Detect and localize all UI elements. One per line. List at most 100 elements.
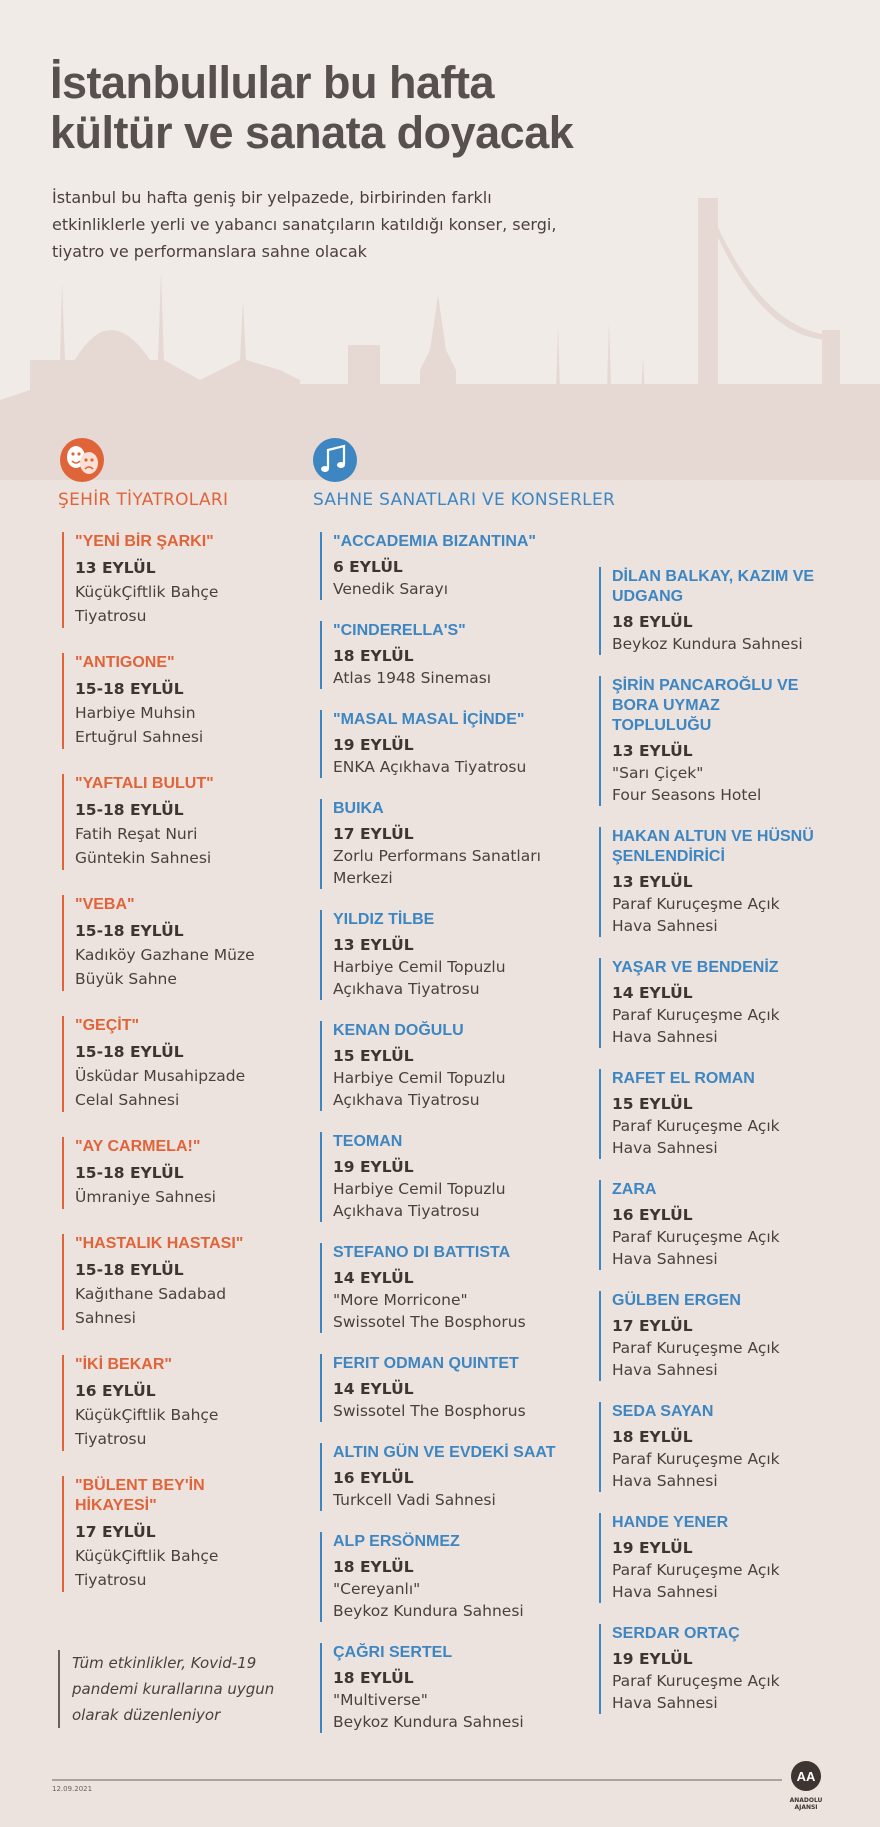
event-venue: Beykoz Kundura Sahnesi [333, 1713, 524, 1731]
event-name: DİLAN BALKAY, KAZIM VE UDGANG [612, 567, 814, 607]
event-date: 19 EYLÜL [333, 1158, 414, 1176]
event-item: TEOMAN 19 EYLÜL Harbiye Cemil Topuzlu Açıkh… [320, 1132, 556, 1222]
event-name: "BÜLENT BEY'İN HİKAYESİ" [75, 1476, 255, 1516]
event-item: ÇAĞRI SERTEL 18 EYLÜL "Multiverse" Beykoz K… [320, 1643, 556, 1733]
event-item: YAŞAR VE BENDENİZ 14 EYLÜL Paraf Kuruçeşme… [599, 958, 814, 1048]
event-date: 18 EYLÜL [612, 1428, 693, 1446]
event-name-line: DİLAN BALKAY, KAZIM VE [612, 568, 815, 585]
event-venue: Hava Sahnesi [612, 1472, 718, 1490]
event-venue: Paraf Kuruçeşme Açık [612, 1561, 780, 1579]
agency-name: ANADOLU AJANSI [789, 1797, 823, 1811]
event-name-line: SERDAR ORTAÇ [612, 1625, 740, 1642]
subtitle-line: İstanbul bu hafta geniş bir yelpazede, b… [52, 188, 492, 207]
event-date: 15-18 EYLÜL [75, 1164, 184, 1182]
event-date: 13 EYLÜL [333, 936, 414, 954]
event-venue: "Sarı Çiçek" [612, 764, 704, 782]
event-item: "GEÇİT" 15-18 EYLÜL Üsküdar Musahipzade Cel… [62, 1016, 255, 1112]
event-name-line: ÇAĞRI SERTEL [333, 1644, 453, 1661]
event-name: YAŞAR VE BENDENİZ [612, 958, 814, 978]
event-date: 15-18 EYLÜL [75, 922, 184, 940]
event-venue: Tiyatrosu [75, 1571, 147, 1589]
event-venue: Turkcell Vadi Sahnesi [333, 1491, 496, 1509]
event-venue: Hava Sahnesi [612, 1361, 718, 1379]
event-venue: KüçükÇiftlik Bahçe [75, 1406, 219, 1424]
event-item: "ANTIGONE" 15-18 EYLÜL Harbiye Muhsin Ertuğ… [62, 653, 255, 749]
event-name: "CINDERELLA'S" [333, 621, 556, 641]
event-name: HAKAN ALTUN VE HÜSNÜ ŞENLENDİRİCİ [612, 827, 814, 867]
event-name: STEFANO DI BATTISTA [333, 1243, 556, 1263]
event-name: "AY CARMELA!" [75, 1137, 255, 1157]
event-name-line: HANDE YENER [612, 1514, 729, 1531]
section-header: SAHNE SANATLARI VE KONSERLER [313, 490, 616, 510]
event-date: 17 EYLÜL [612, 1317, 693, 1335]
logo-text: AA [797, 1769, 816, 1784]
event-item: "HASTALIK HASTASI" 15-18 EYLÜL Kağıthane S… [62, 1234, 255, 1330]
note-line: olarak düzenleniyor [72, 1706, 221, 1724]
event-name: GÜLBEN ERGEN [612, 1291, 814, 1311]
event-venue: Hava Sahnesi [612, 1250, 718, 1268]
event-date: 13 EYLÜL [75, 559, 156, 577]
event-venue: ENKA Açıkhava Tiyatrosu [333, 758, 527, 776]
event-item: RAFET EL ROMAN 15 EYLÜL Paraf Kuruçeşme Aç… [599, 1069, 814, 1159]
event-item: ŞİRİN PANCAROĞLU VE BORA UYMAZ TOPLULUĞU 13… [599, 676, 814, 806]
event-venue: Büyük Sahne [75, 970, 177, 988]
event-item: SEDA SAYAN 18 EYLÜL Paraf Kuruçeşme Açık Ha… [599, 1402, 814, 1492]
event-venue: Paraf Kuruçeşme Açık [612, 895, 780, 913]
event-name: TEOMAN [333, 1132, 556, 1152]
event-name: "YAFTALI BULUT" [75, 774, 255, 794]
event-item: "İKİ BEKAR" 16 EYLÜL KüçükÇiftlik Bahçe Tiy… [62, 1355, 255, 1451]
event-name: KENAN DOĞULU [333, 1021, 556, 1041]
event-item: "MASAL MASAL İÇİNDE" 19 EYLÜL ENKA Açıkhav… [320, 710, 556, 778]
event-venue: Sahnesi [75, 1309, 136, 1327]
event-venue: Beykoz Kundura Sahnesi [333, 1602, 524, 1620]
event-item: "YAFTALI BULUT" 15-18 EYLÜL Fatih Reşat Nu… [62, 774, 255, 870]
event-item: "BÜLENT BEY'İN HİKAYESİ" 17 EYLÜL KüçükÇift… [62, 1476, 255, 1592]
event-date: 17 EYLÜL [75, 1523, 156, 1541]
event-name: "YENİ BİR ŞARKI" [75, 532, 255, 552]
event-name: "ANTIGONE" [75, 653, 255, 673]
event-name: "VEBA" [75, 895, 255, 915]
event-name: ALP ERSÖNMEZ [333, 1532, 556, 1552]
footer-date: 12.09.2021 [52, 1785, 93, 1793]
music-icon [313, 438, 357, 482]
event-name-line: YAŞAR VE BENDENİZ [612, 959, 779, 976]
event-name-line: YILDIZ TİLBE [333, 911, 435, 928]
event-venue: Swissotel The Bosphorus [333, 1313, 526, 1331]
event-name-line: GÜLBEN ERGEN [612, 1292, 741, 1309]
event-name-line: "VEBA" [75, 896, 135, 913]
event-venue: Tiyatrosu [75, 1430, 147, 1448]
note: Tüm etkinlikler, Kovid-19 pandemi kuralla… [58, 1650, 274, 1728]
event-name: "MASAL MASAL İÇİNDE" [333, 710, 556, 730]
event-venue: Four Seasons Hotel [612, 786, 762, 804]
event-date: 16 EYLÜL [75, 1382, 156, 1400]
event-name-line: SEDA SAYAN [612, 1403, 714, 1420]
event-venue: Atlas 1948 Sineması [333, 669, 492, 687]
event-list: DİLAN BALKAY, KAZIM VE UDGANG 18 EYLÜL Beyk… [599, 567, 814, 1714]
event-date: 14 EYLÜL [333, 1380, 414, 1398]
event-name: ÇAĞRI SERTEL [333, 1643, 556, 1663]
event-item: "ACCADEMIA BIZANTINA" 6 EYLÜL Venedik Sara… [320, 532, 556, 600]
theatre-icon [60, 438, 104, 482]
event-item: STEFANO DI BATTISTA 14 EYLÜL "More Morrico… [320, 1243, 556, 1333]
title-line: İstanbullular bu hafta [50, 57, 495, 108]
event-date: 16 EYLÜL [333, 1469, 414, 1487]
event-name-line: "HASTALIK HASTASI" [75, 1235, 244, 1252]
event-date: 14 EYLÜL [612, 984, 693, 1002]
event-venue: Kağıthane Sadabad [75, 1285, 227, 1303]
event-venue: Paraf Kuruçeşme Açık [612, 1339, 780, 1357]
event-name-line: ALP ERSÖNMEZ [333, 1533, 460, 1550]
event-venue: Hava Sahnesi [612, 1583, 718, 1601]
event-name-line: "BÜLENT BEY'İN [75, 1477, 205, 1494]
event-venue: Güntekin Sahnesi [75, 849, 212, 867]
event-item: HANDE YENER 19 EYLÜL Paraf Kuruçeşme Açık H… [599, 1513, 814, 1603]
event-venue: Swissotel The Bosphorus [333, 1402, 526, 1420]
event-name-line: FERIT ODMAN QUINTET [333, 1355, 519, 1372]
event-name-line: RAFET EL ROMAN [612, 1070, 755, 1087]
event-name: "ACCADEMIA BIZANTINA" [333, 532, 556, 552]
section-header: ŞEHİR TİYATROLARI [58, 490, 229, 510]
event-name-line: "YENİ BİR ŞARKI" [75, 533, 214, 550]
note-line: Tüm etkinlikler, Kovid-19 [72, 1654, 257, 1672]
event-venue: Açıkhava Tiyatrosu [333, 1202, 480, 1220]
